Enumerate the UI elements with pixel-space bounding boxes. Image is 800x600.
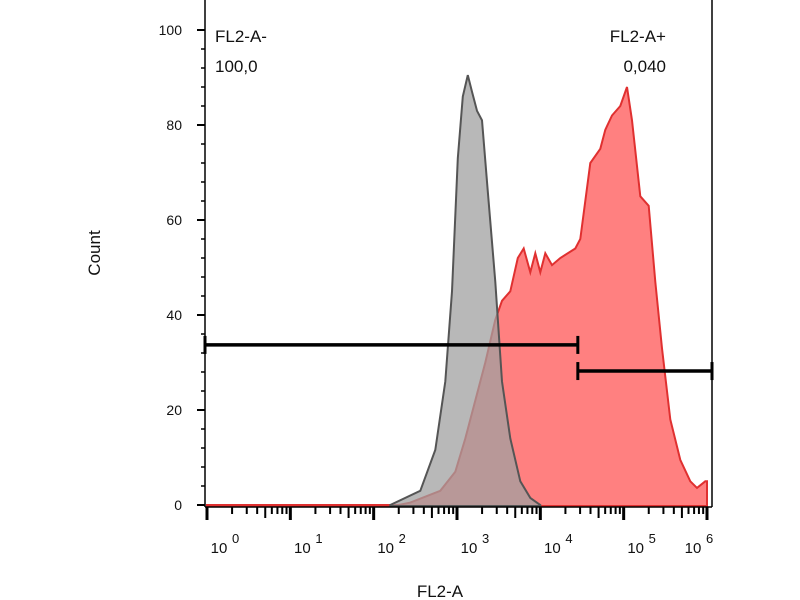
gate-label-negative: FL2-A- bbox=[215, 27, 267, 46]
y-tick-label: 100 bbox=[159, 22, 183, 38]
gate-percent-negative: 100,0 bbox=[215, 57, 258, 76]
x-tick-label-exponent: 5 bbox=[649, 531, 656, 546]
x-tick-label-exponent: 1 bbox=[315, 531, 322, 546]
x-tick-label-base: 10 bbox=[544, 540, 561, 557]
x-tick-label-base: 10 bbox=[461, 540, 478, 557]
gate-label-positive: FL2-A+ bbox=[610, 27, 666, 46]
x-tick-label-exponent: 2 bbox=[399, 531, 406, 546]
y-tick-label: 40 bbox=[166, 307, 182, 323]
x-tick-label-base: 10 bbox=[294, 540, 311, 557]
gate-percent-positive: 0,040 bbox=[623, 57, 666, 76]
y-axis-title: Count bbox=[85, 230, 104, 276]
x-tick-label-base: 10 bbox=[685, 540, 702, 557]
x-tick-label-exponent: 4 bbox=[565, 531, 572, 546]
x-tick-label-exponent: 3 bbox=[482, 531, 489, 546]
gate-layer bbox=[203, 335, 714, 381]
x-tick-label-exponent: 6 bbox=[706, 531, 713, 546]
y-tick-label: 0 bbox=[174, 497, 182, 513]
y-tick-label: 80 bbox=[166, 117, 182, 133]
x-tick-label-base: 10 bbox=[211, 540, 228, 557]
series-layer bbox=[206, 74, 708, 507]
x-tick-label-exponent: 0 bbox=[232, 531, 239, 546]
x-tick-label-base: 10 bbox=[377, 540, 394, 557]
y-tick-label: 60 bbox=[166, 212, 182, 228]
series-control-area bbox=[389, 74, 542, 507]
x-tick-label-base: 10 bbox=[627, 540, 644, 557]
x-axis-title: FL2-A bbox=[417, 582, 464, 600]
y-tick-label: 20 bbox=[166, 402, 182, 418]
